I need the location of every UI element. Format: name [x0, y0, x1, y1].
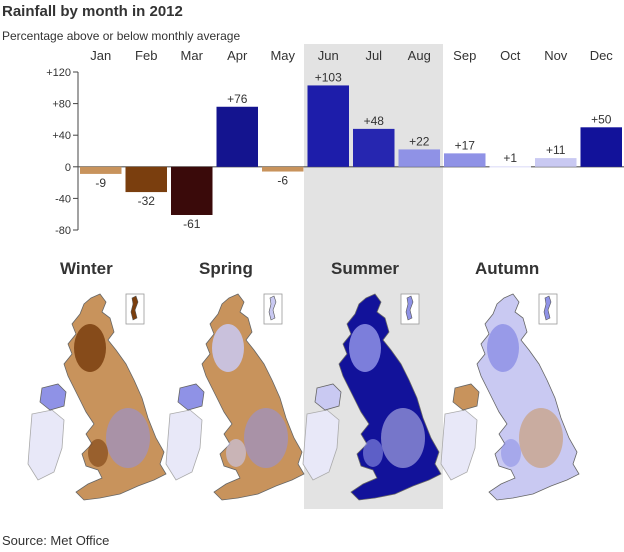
source-note: Source: Met Office	[2, 533, 110, 548]
month-label-mar: Mar	[181, 48, 204, 63]
value-label-jul: +48	[364, 114, 385, 128]
map-autumn	[440, 293, 580, 501]
bar-jan	[80, 166, 122, 174]
great-britain-shape	[338, 293, 442, 501]
y-tick-label: -80	[55, 225, 71, 237]
month-label-jul: Jul	[365, 48, 382, 63]
month-label-sep: Sep	[453, 48, 476, 63]
shetland-inset	[400, 293, 420, 325]
bar-oct	[489, 166, 531, 168]
y-tick-label: +80	[52, 99, 71, 111]
wales-patch	[501, 439, 521, 467]
wales-patch	[88, 439, 108, 467]
shetland-shape	[130, 295, 139, 321]
scotland-patch	[349, 324, 381, 372]
northern-ireland-shape	[314, 383, 342, 411]
value-label-sep: +17	[455, 138, 476, 152]
england-patch	[244, 408, 288, 468]
bar-sep	[444, 153, 486, 167]
value-label-may: -6	[277, 174, 288, 188]
shetland-inset	[538, 293, 558, 325]
bar-feb	[125, 166, 167, 193]
map-summer	[302, 293, 442, 501]
value-label-jun: +103	[315, 70, 342, 84]
value-label-aug: +22	[409, 134, 430, 148]
bar-mar	[171, 166, 213, 215]
scotland-patch	[212, 324, 244, 372]
y-tick-label: 0	[65, 162, 71, 174]
map-spring	[165, 293, 305, 501]
ireland-shape	[165, 409, 203, 481]
england-patch	[106, 408, 150, 468]
england-patch	[519, 408, 563, 468]
shetland-shape	[405, 295, 414, 321]
bar-jun	[307, 85, 349, 167]
month-label-may: May	[270, 48, 295, 63]
value-label-dec: +50	[591, 112, 612, 126]
season-label-spring: Spring	[199, 259, 253, 278]
shetland-inset	[263, 293, 283, 325]
y-tick-label: -40	[55, 193, 71, 205]
y-tick-label: +120	[46, 67, 71, 79]
great-britain-shape	[63, 293, 167, 501]
ireland-shape	[440, 409, 478, 481]
month-label-aug: Aug	[408, 48, 431, 63]
value-label-jan: -9	[95, 176, 106, 190]
great-britain-shape	[476, 293, 580, 501]
scotland-patch	[74, 324, 106, 372]
northern-ireland-shape	[452, 383, 480, 411]
season-label-summer: Summer	[331, 259, 400, 278]
bar-apr	[216, 106, 258, 167]
month-label-jan: Jan	[90, 48, 111, 63]
month-label-apr: Apr	[227, 48, 248, 63]
month-label-jun: Jun	[318, 48, 339, 63]
shetland-shape	[268, 295, 277, 321]
bar-aug	[398, 149, 440, 167]
northern-ireland-shape	[177, 383, 205, 411]
value-label-mar: -61	[183, 217, 201, 231]
month-label-nov: Nov	[544, 48, 568, 63]
month-label-dec: Dec	[590, 48, 614, 63]
chart-title: Rainfall by month in 2012	[2, 3, 183, 20]
bar-may	[262, 166, 304, 172]
bar-dec	[580, 127, 622, 167]
value-label-feb: -32	[138, 194, 156, 208]
shetland-inset	[125, 293, 145, 325]
seasonal-rainfall-maps	[27, 293, 580, 501]
chart-subtitle: Percentage above or below monthly averag…	[2, 29, 241, 43]
scotland-patch	[487, 324, 519, 372]
month-label-feb: Feb	[135, 48, 157, 63]
season-label-autumn: Autumn	[475, 259, 540, 278]
season-label-winter: Winter	[60, 259, 113, 278]
y-tick-label: +40	[52, 130, 71, 142]
bar-jul	[353, 128, 395, 167]
northern-ireland-shape	[39, 383, 67, 411]
wales-patch	[363, 439, 383, 467]
value-label-nov: +11	[546, 143, 566, 157]
england-patch	[381, 408, 425, 468]
great-britain-shape	[201, 293, 305, 501]
month-label-oct: Oct	[500, 48, 521, 63]
value-label-oct: +1	[503, 151, 517, 165]
ireland-shape	[27, 409, 65, 481]
ireland-shape	[302, 409, 340, 481]
value-label-apr: +76	[227, 92, 248, 106]
bar-nov	[535, 158, 577, 167]
map-winter	[27, 293, 167, 501]
shetland-shape	[543, 295, 552, 321]
wales-patch	[226, 439, 246, 467]
rainfall-bar-chart: +120 +80 +40 0 -40 -80 Jan -9 Feb -32 Mar -61 Apr +76…	[46, 48, 624, 237]
